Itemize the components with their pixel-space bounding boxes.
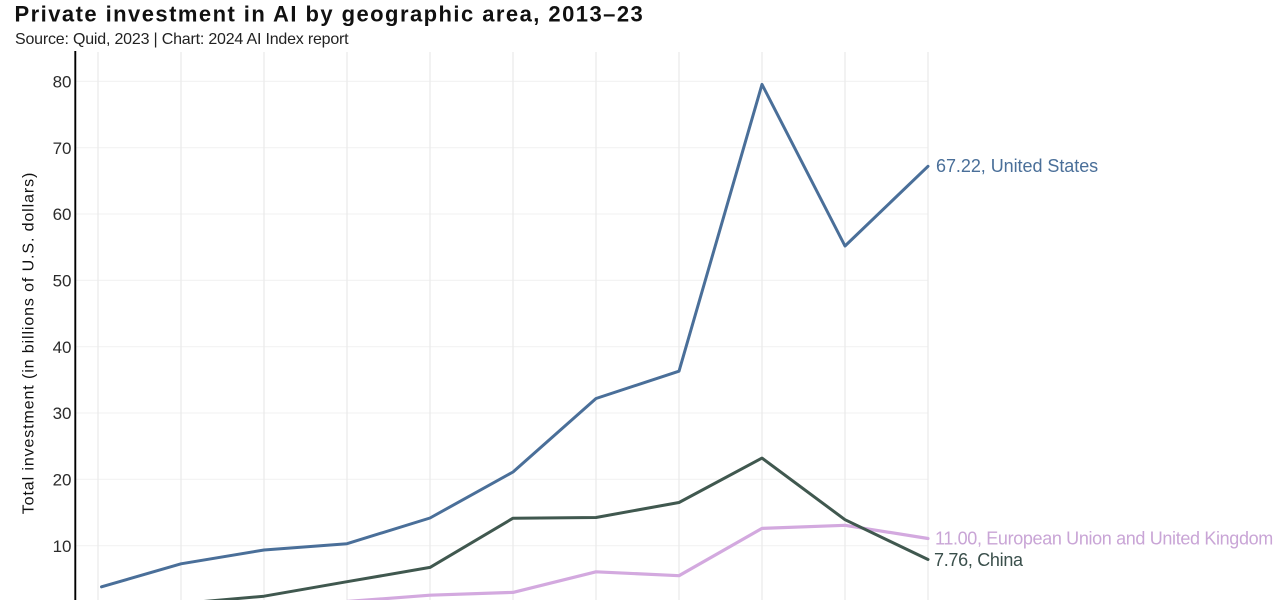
- svg-text:7.76, China: 7.76, China: [934, 550, 1024, 570]
- svg-text:20: 20: [53, 471, 72, 490]
- svg-text:60: 60: [53, 205, 72, 224]
- svg-text:10: 10: [53, 537, 72, 556]
- svg-text:67.22, United States: 67.22, United States: [936, 156, 1098, 176]
- svg-text:30: 30: [53, 404, 72, 423]
- svg-text:50: 50: [53, 272, 72, 291]
- svg-text:Private investment in AI by ge: Private investment in AI by geographic a…: [15, 2, 645, 27]
- svg-text:70: 70: [53, 139, 72, 158]
- svg-text:11.00, European Union and Unit: 11.00, European Union and United Kingdom: [935, 529, 1273, 549]
- svg-text:40: 40: [53, 338, 72, 357]
- svg-text:Total investment (in billions: Total investment (in billions of U.S. do…: [20, 172, 37, 514]
- svg-text:80: 80: [53, 73, 72, 92]
- svg-text:Source: Quid, 2023 | Chart: 20: Source: Quid, 2023 | Chart: 2024 AI Inde…: [15, 31, 349, 48]
